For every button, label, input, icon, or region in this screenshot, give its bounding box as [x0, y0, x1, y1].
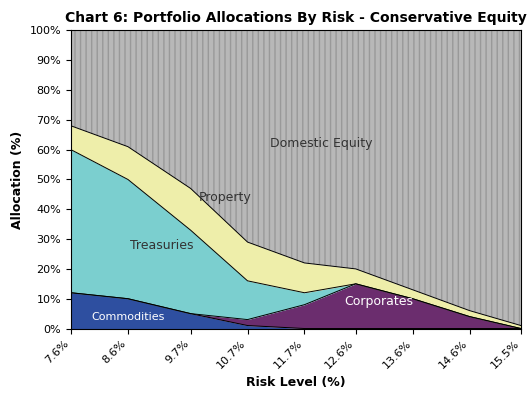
Text: Domestic Equity: Domestic Equity [270, 137, 373, 150]
Text: Commodities: Commodities [92, 312, 164, 322]
Text: Property: Property [198, 191, 251, 204]
Text: Treasuries: Treasuries [130, 238, 194, 252]
X-axis label: Risk Level (%): Risk Level (%) [246, 376, 346, 389]
Title: Chart 6: Portfolio Allocations By Risk - Conservative Equity: Chart 6: Portfolio Allocations By Risk -… [65, 11, 527, 25]
Text: Corporates: Corporates [344, 295, 413, 308]
Y-axis label: Allocation (%): Allocation (%) [11, 130, 24, 229]
